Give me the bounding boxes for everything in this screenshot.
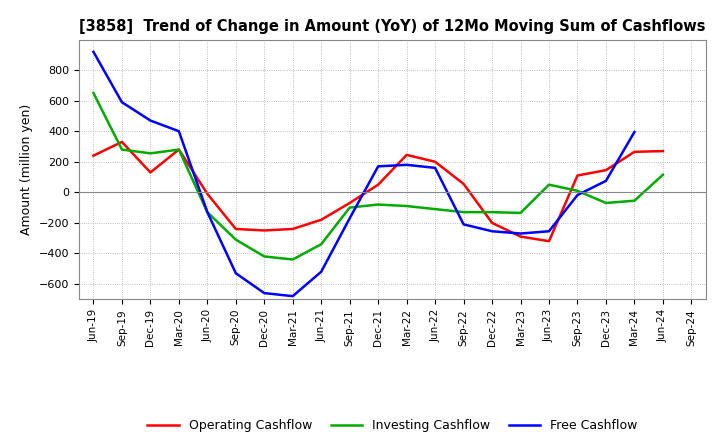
Free Cashflow: [146, 118, 155, 123]
Investing Cashflow: [174, 147, 183, 152]
Investing Cashflow: [402, 203, 411, 209]
Investing Cashflow: [260, 254, 269, 259]
Operating Cashflow: [346, 200, 354, 205]
Free Cashflow: [516, 231, 525, 236]
Free Cashflow: [203, 209, 212, 215]
Investing Cashflow: [232, 237, 240, 242]
Operating Cashflow: [459, 181, 468, 187]
Operating Cashflow: [174, 147, 183, 152]
Investing Cashflow: [374, 202, 382, 207]
Operating Cashflow: [545, 238, 554, 244]
Free Cashflow: [573, 192, 582, 198]
Operating Cashflow: [431, 159, 439, 165]
Investing Cashflow: [545, 182, 554, 187]
Free Cashflow: [602, 178, 611, 183]
Investing Cashflow: [573, 188, 582, 194]
Operating Cashflow: [203, 191, 212, 197]
Free Cashflow: [374, 164, 382, 169]
Line: Free Cashflow: Free Cashflow: [94, 52, 634, 296]
Operating Cashflow: [232, 226, 240, 231]
Operating Cashflow: [89, 153, 98, 158]
Operating Cashflow: [573, 173, 582, 178]
Operating Cashflow: [487, 220, 496, 225]
Investing Cashflow: [89, 90, 98, 95]
Y-axis label: Amount (million yen): Amount (million yen): [20, 104, 33, 235]
Investing Cashflow: [203, 209, 212, 215]
Operating Cashflow: [146, 170, 155, 175]
Legend: Operating Cashflow, Investing Cashflow, Free Cashflow: Operating Cashflow, Investing Cashflow, …: [143, 414, 642, 437]
Free Cashflow: [260, 290, 269, 296]
Investing Cashflow: [659, 172, 667, 177]
Investing Cashflow: [146, 151, 155, 156]
Operating Cashflow: [602, 168, 611, 173]
Free Cashflow: [289, 293, 297, 299]
Operating Cashflow: [659, 148, 667, 154]
Investing Cashflow: [431, 206, 439, 212]
Free Cashflow: [174, 128, 183, 134]
Investing Cashflow: [289, 257, 297, 262]
Operating Cashflow: [317, 217, 325, 223]
Investing Cashflow: [630, 198, 639, 203]
Free Cashflow: [402, 162, 411, 168]
Title: [3858]  Trend of Change in Amount (YoY) of 12Mo Moving Sum of Cashflows: [3858] Trend of Change in Amount (YoY) o…: [79, 19, 706, 34]
Operating Cashflow: [516, 234, 525, 239]
Free Cashflow: [487, 229, 496, 234]
Investing Cashflow: [117, 147, 126, 152]
Free Cashflow: [459, 222, 468, 227]
Line: Investing Cashflow: Investing Cashflow: [94, 93, 663, 260]
Free Cashflow: [232, 271, 240, 276]
Investing Cashflow: [516, 210, 525, 216]
Investing Cashflow: [487, 209, 496, 215]
Line: Operating Cashflow: Operating Cashflow: [94, 142, 663, 241]
Operating Cashflow: [402, 152, 411, 158]
Free Cashflow: [346, 216, 354, 221]
Operating Cashflow: [289, 226, 297, 231]
Free Cashflow: [431, 165, 439, 171]
Investing Cashflow: [317, 242, 325, 247]
Operating Cashflow: [260, 228, 269, 233]
Operating Cashflow: [630, 149, 639, 154]
Investing Cashflow: [346, 205, 354, 210]
Investing Cashflow: [459, 209, 468, 215]
Free Cashflow: [317, 269, 325, 275]
Investing Cashflow: [602, 200, 611, 205]
Free Cashflow: [89, 49, 98, 55]
Operating Cashflow: [374, 182, 382, 187]
Operating Cashflow: [117, 139, 126, 145]
Free Cashflow: [117, 99, 126, 105]
Free Cashflow: [630, 129, 639, 135]
Free Cashflow: [545, 229, 554, 234]
